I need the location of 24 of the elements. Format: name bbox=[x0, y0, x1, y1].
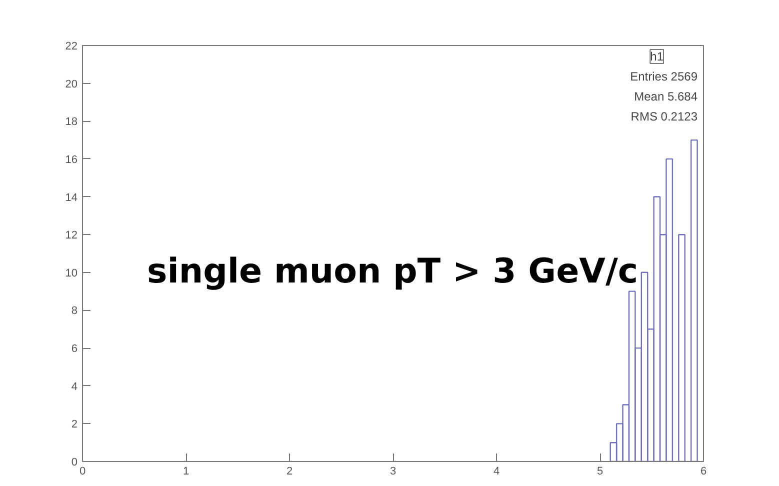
y-tick-label: 16 bbox=[65, 154, 78, 166]
y-tick-label: 2 bbox=[71, 418, 78, 431]
y-tick-label: 8 bbox=[71, 305, 78, 318]
annotation: RMS 0.2123 bbox=[630, 110, 698, 124]
y-tick-label: 22 bbox=[65, 40, 78, 52]
x-tick-label: 1 bbox=[182, 466, 190, 478]
x-tick-label: 5 bbox=[596, 466, 604, 478]
y-tick-label: 20 bbox=[65, 78, 78, 90]
y-tick-label: 12 bbox=[65, 230, 78, 242]
y-tick-label: 4 bbox=[71, 380, 78, 393]
y-tick-label: 18 bbox=[65, 116, 78, 128]
annotation: Mean 5.684 bbox=[634, 90, 698, 104]
x-tick-label: 6 bbox=[700, 466, 707, 478]
y-tick-label: 10 bbox=[65, 267, 78, 280]
annotation: Entries 2569 bbox=[630, 70, 698, 84]
annotation: single muon pT > 3 GeV/c bbox=[146, 252, 638, 292]
x-tick-label: 2 bbox=[286, 466, 293, 478]
y-tick-label: 6 bbox=[71, 343, 78, 356]
x-tick-label: 3 bbox=[390, 466, 396, 478]
y-tick-label: 0 bbox=[71, 456, 78, 468]
annotation: h1 bbox=[650, 50, 664, 64]
x-tick-label: 0 bbox=[79, 466, 86, 478]
x-tick-label: 4 bbox=[493, 466, 500, 478]
y-tick-label: 14 bbox=[65, 192, 78, 204]
